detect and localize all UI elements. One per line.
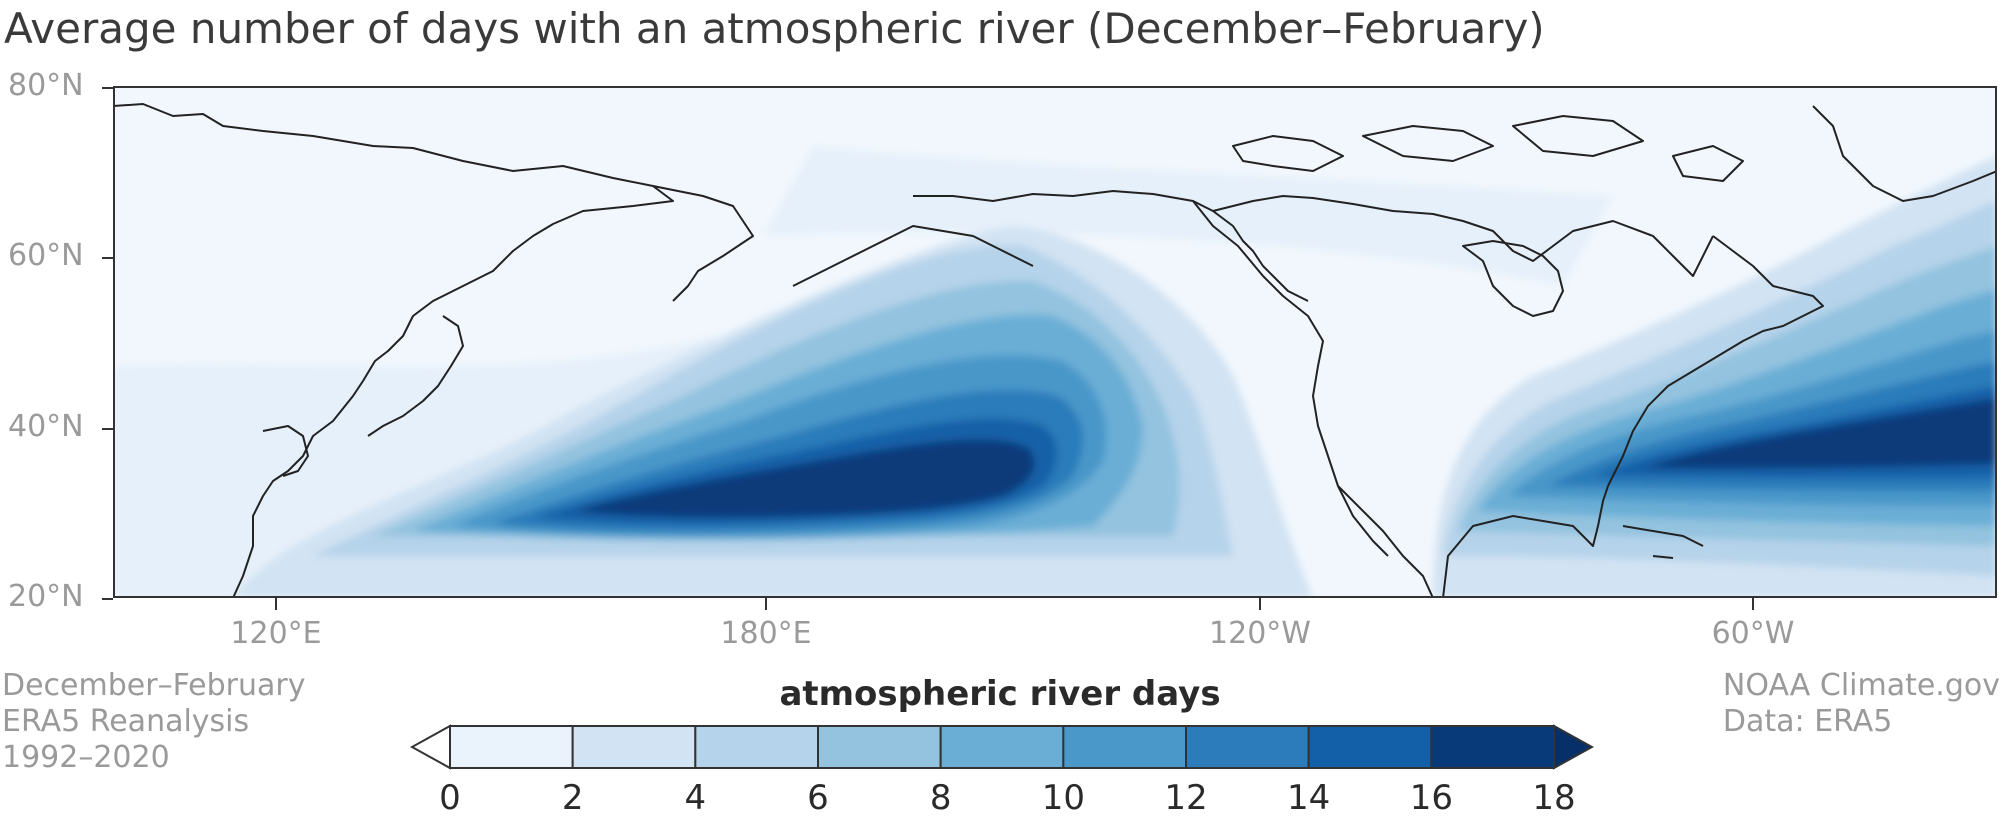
colorbar-cell — [1430, 725, 1555, 769]
colorbar-cell — [817, 725, 942, 769]
colorbar-frame — [449, 725, 1555, 769]
colorbar-cell — [1307, 725, 1433, 769]
lat-label-20n: 20°N — [8, 579, 84, 614]
colorbar-title: atmospheric river days — [779, 674, 1221, 714]
coast-baja — [1337, 485, 1389, 557]
colorbar-cell — [1062, 725, 1187, 769]
note-dataset: ERA5 Reanalysis — [2, 704, 250, 739]
lon-tick-60w — [1752, 598, 1754, 610]
lat-tick-60n — [102, 257, 113, 259]
coast-japan — [367, 315, 464, 437]
coast-canada-arctic — [1212, 195, 1714, 277]
colorbar-under-arrow — [410, 724, 451, 770]
colorbar-cell — [449, 725, 574, 769]
coast-arctic-islands — [1232, 115, 1744, 182]
colorbar-cell — [939, 725, 1065, 769]
note-years: 1992–2020 — [2, 740, 170, 775]
colorbar — [410, 724, 1594, 770]
lon-tick-120w — [1259, 598, 1261, 610]
coast-hudson-bay — [1462, 240, 1564, 317]
coast-aleutians — [792, 235, 894, 287]
coast-kamchatka — [652, 185, 754, 302]
coast-alaska-south — [892, 225, 1034, 267]
lon-label-60w: 60°W — [1711, 616, 1795, 651]
colorbar-over-arrow — [1553, 724, 1594, 770]
colorbar-tick-label: 10 — [1041, 778, 1085, 818]
colorbar-cell — [694, 725, 820, 769]
lat-tick-40n — [102, 428, 113, 430]
notes-left: December–February ERA5 Reanalysis 1992–2… — [2, 668, 306, 776]
note-data: Data: ERA5 — [1722, 704, 1893, 739]
coast-gulf-mexico — [1442, 485, 1609, 598]
coast-korea — [262, 425, 309, 477]
colorbar-tick-label: 16 — [1409, 778, 1453, 818]
map-frame — [113, 86, 1997, 598]
coast-north-america-east — [1607, 235, 1824, 487]
colorbar-tick-label: 18 — [1532, 778, 1576, 818]
lat-tick-80n — [102, 87, 113, 89]
colorbar-tick-label: 6 — [807, 778, 829, 818]
map-title: Average number of days with an atmospher… — [4, 4, 1545, 53]
colorbar-tick-label: 14 — [1287, 778, 1331, 818]
notes-right: NOAA Climate.gov Data: ERA5 — [1723, 668, 2000, 740]
atmospheric-river-map — [113, 86, 1997, 598]
note-season: December–February — [2, 668, 306, 703]
coast-alaska — [913, 190, 1309, 302]
lat-label-60n: 60°N — [8, 238, 84, 273]
ar-shading — [113, 146, 1997, 598]
coast-asia — [113, 103, 674, 598]
coast-north-america-west — [1192, 200, 1434, 598]
note-source: NOAA Climate.gov — [1722, 668, 2000, 703]
lat-label-80n: 80°N — [8, 68, 84, 103]
colorbar-cell — [571, 725, 697, 769]
coast-caribbean — [1622, 525, 1704, 559]
lon-tick-120e — [275, 598, 277, 610]
colorbar-tick-label: 12 — [1164, 778, 1208, 818]
lon-label-180e: 180°E — [720, 616, 812, 651]
colorbar-tick-label: 8 — [929, 778, 952, 818]
lon-label-120e: 120°E — [230, 616, 322, 651]
lat-label-40n: 40°N — [8, 409, 84, 444]
lat-tick-20n — [102, 598, 113, 600]
lon-tick-180e — [765, 598, 767, 610]
lon-label-120w: 120°W — [1209, 616, 1311, 651]
colorbar-cell — [1185, 725, 1310, 769]
coast-greenland — [1812, 105, 1997, 202]
colorbar-tick-label: 4 — [684, 778, 707, 818]
colorbar-tick-label: 0 — [439, 778, 461, 818]
colorbar-tick-label: 2 — [561, 778, 584, 818]
coastlines — [113, 103, 1997, 598]
